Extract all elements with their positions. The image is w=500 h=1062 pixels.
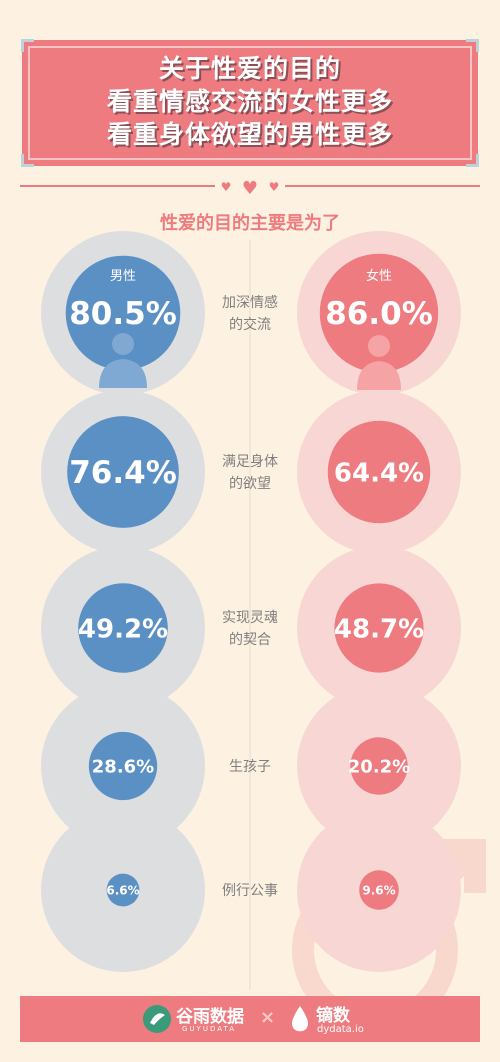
guyu-logo-icon — [143, 1005, 171, 1033]
title-line-2: 看重情感交流的女性更多 — [106, 87, 393, 116]
female-series-label: 女性 — [366, 268, 392, 284]
brand-left-sub: GUYUDATA — [182, 1025, 236, 1033]
corner-ornament — [21, 39, 34, 52]
male-bubble — [106, 873, 140, 907]
male-bubble — [65, 255, 181, 371]
category-label: 例行公事 — [222, 883, 278, 899]
title-banner: 关于性爱的目的 看重情感交流的女性更多 看重身体欲望的男性更多 — [21, 39, 479, 167]
category-label: 生孩子 — [229, 759, 271, 775]
brand-left: 谷雨数据 — [176, 1007, 244, 1027]
category-label: 的契合 — [229, 632, 271, 648]
main-title: 关于性爱的目的 看重情感交流的女性更多 看重身体欲望的男性更多 — [22, 52, 478, 151]
female-bubble — [319, 253, 439, 373]
category-label: 满足身体 — [222, 454, 278, 470]
corner-ornament — [466, 39, 479, 52]
female-bubble — [359, 870, 399, 910]
title-line-1: 关于性爱的目的 — [158, 54, 341, 83]
male-series-label: 男性 — [110, 269, 136, 284]
male-value-label: 49.2% — [78, 614, 168, 644]
male-bubble — [78, 583, 168, 673]
male-bubble — [88, 731, 158, 801]
female-bubble — [350, 737, 408, 795]
category-label: 实现灵魂 — [222, 610, 278, 626]
female-person-icon — [357, 335, 401, 390]
footer-bar: 谷雨数据 GUYUDATA × 镝数 dydata.io — [20, 996, 480, 1042]
brand-right: 镝数 — [316, 1006, 350, 1026]
brand-separator: × — [260, 1007, 276, 1028]
heart-icon: ♥ — [221, 180, 232, 194]
female-value-label: 48.7% — [334, 614, 424, 644]
male-person-icon — [99, 333, 147, 388]
corner-ornament — [466, 154, 479, 167]
heart-icon: ♥ — [242, 178, 258, 199]
female-value-label: 86.0% — [325, 296, 433, 332]
female-value-label: 20.2% — [348, 756, 410, 777]
category-label: 的欲望 — [229, 476, 271, 492]
male-value-label: 28.6% — [92, 756, 154, 777]
category-label: 的交流 — [229, 316, 271, 333]
chart-title: 性爱的目的主要是为了 — [160, 213, 340, 234]
male-value-label: 80.5% — [69, 296, 177, 332]
dydata-logo-icon — [292, 1006, 308, 1032]
title-line-3: 看重身体欲望的男性更多 — [106, 120, 393, 149]
male-bubble — [67, 416, 179, 528]
category-label: 加深情感 — [222, 294, 278, 311]
female-value-label: 9.6% — [362, 883, 395, 897]
heart-divider: ♥ ♥ ♥ — [20, 178, 480, 199]
female-bubble — [327, 420, 431, 524]
heart-icon: ♥ — [269, 180, 280, 194]
male-value-label: 76.4% — [69, 455, 177, 491]
female-bubble — [334, 583, 424, 673]
corner-ornament — [21, 154, 34, 167]
male-value-label: 6.6% — [106, 883, 139, 897]
brand-right-sub: dydata.io — [317, 1024, 364, 1035]
female-value-label: 64.4% — [334, 458, 424, 488]
